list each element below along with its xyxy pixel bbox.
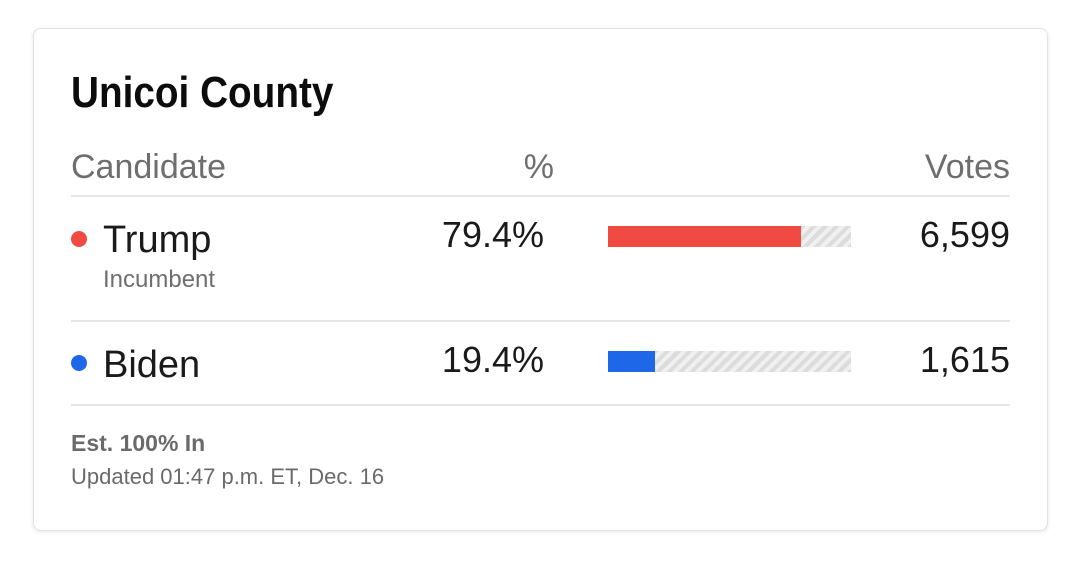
candidate-percent: 19.4% xyxy=(441,339,544,380)
vote-share-fill xyxy=(608,226,801,247)
row-divider xyxy=(71,404,1010,406)
vote-share-bar xyxy=(608,351,851,372)
header-divider xyxy=(71,195,1010,197)
candidate-name: Trump xyxy=(103,219,212,261)
vote-share-bar xyxy=(608,226,851,247)
header-votes: Votes xyxy=(924,148,1010,186)
header-candidate: Candidate xyxy=(71,148,227,186)
candidate-name: Biden xyxy=(103,344,201,386)
candidate-votes: 6,599 xyxy=(919,214,1010,255)
results-card: Unicoi County Candidate % Votes Trump In… xyxy=(33,28,1048,531)
vote-share-fill xyxy=(608,351,656,372)
party-dot-icon xyxy=(71,355,87,371)
estimate-label: Est. 100% In xyxy=(71,430,206,456)
header-percent: % xyxy=(523,148,554,186)
party-dot-icon xyxy=(71,231,87,247)
row-divider xyxy=(71,320,1010,322)
candidate-status: Incumbent xyxy=(103,266,216,293)
candidate-percent: 79.4% xyxy=(441,214,544,255)
county-title: Unicoi County xyxy=(71,68,334,117)
candidate-votes: 1,615 xyxy=(919,339,1010,380)
updated-timestamp: Updated 01:47 p.m. ET, Dec. 16 xyxy=(71,464,385,489)
